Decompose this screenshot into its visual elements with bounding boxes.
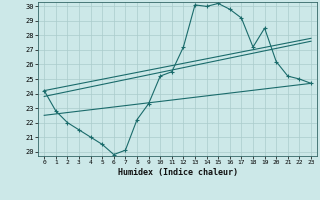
X-axis label: Humidex (Indice chaleur): Humidex (Indice chaleur) xyxy=(118,168,238,177)
